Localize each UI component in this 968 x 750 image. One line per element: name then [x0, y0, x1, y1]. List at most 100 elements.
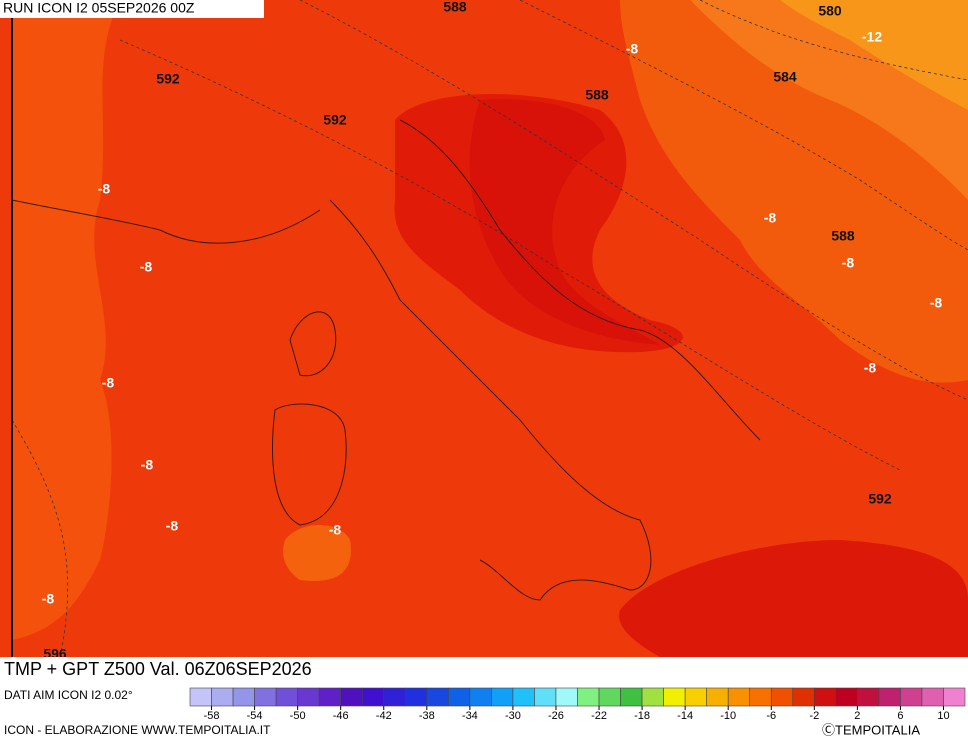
contour-label: -8 [329, 522, 342, 538]
credit-label: ICON - ELABORAZIONE WWW.TEMPOITALIA.IT [4, 723, 271, 737]
colorbar-tick-label: -26 [548, 710, 564, 722]
colorbar-tick-label: -22 [591, 710, 607, 722]
color-swatch [404, 687, 428, 707]
contour-label: -8 [166, 518, 179, 534]
colorbar-tick-label: 10 [937, 710, 949, 722]
colorbar-tick-label: -14 [677, 710, 693, 722]
colorbar-tick-label: -6 [766, 710, 776, 722]
contour-label: 592 [156, 71, 180, 87]
color-swatch [491, 687, 514, 707]
contour-label: 592 [323, 112, 347, 128]
contour-label: -8 [842, 255, 855, 271]
color-swatch [297, 687, 320, 707]
contour-labels: 588 580 -12 -8 592 584 588 592 -8 -8 588 -8 -8 -8 -8 -8… [42, 0, 943, 662]
color-swatch [318, 687, 341, 707]
contour-label: -8 [102, 375, 115, 391]
colorbar-tick-label: 6 [897, 710, 903, 722]
color-swatch [663, 687, 686, 707]
source-label: DATI AIM ICON I2 0.02° [4, 688, 133, 702]
isohypse [519, 0, 968, 251]
coastlines [11, 119, 761, 601]
color-swatch [943, 687, 966, 707]
colorbar-tick-label: -18 [634, 710, 650, 722]
colorbar-tick-label: -38 [419, 710, 435, 722]
map: 588 580 -12 -8 592 584 588 592 -8 -8 588 -8 -8 -8 -8 -8… [0, 0, 968, 662]
warm-region [780, 0, 968, 110]
logo-label: ⒸTEMPOITALIA [822, 722, 920, 737]
color-swatch [555, 687, 578, 707]
contour-label: 588 [831, 228, 855, 244]
contour-label: -8 [42, 591, 55, 607]
coastline [272, 403, 347, 526]
contour-label: -8 [626, 41, 639, 57]
color-swatch [383, 687, 406, 707]
contour-label: 588 [585, 87, 609, 103]
colorbar-tick-label: -10 [720, 710, 736, 722]
run-box [0, 0, 264, 18]
coastline [289, 311, 337, 377]
colorbar-tick-label: -34 [462, 710, 478, 722]
color-swatch [770, 687, 794, 707]
color-swatch [727, 687, 751, 707]
contour-label: -8 [141, 457, 154, 473]
contour-label: -8 [930, 295, 943, 311]
coastline [329, 199, 652, 601]
coastline [399, 119, 761, 441]
color-swatch [598, 687, 621, 707]
colorbar: -58 -54 -50 -46 -42 -38 -34 -30 -26 -22 -18 -14 -10-… [189, 687, 966, 722]
color-swatch [900, 687, 923, 707]
color-swatch [512, 687, 535, 707]
color-swatch [749, 687, 772, 707]
contour-label: 592 [868, 491, 892, 507]
color-swatch [921, 687, 944, 707]
isohypse [699, 0, 968, 81]
contour-label: -12 [862, 29, 882, 45]
map-title: TMP + GPT Z500 Val. 06Z06SEP2026 [4, 659, 312, 679]
color-swatch [814, 687, 837, 707]
warm-region [283, 525, 351, 581]
colorbar-tick-label: -2 [809, 710, 819, 722]
run-label: RUN ICON I2 05SEP2026 00Z [3, 0, 195, 16]
color-swatch [469, 687, 492, 707]
contour-label: -8 [98, 181, 111, 197]
color-swatch [620, 687, 643, 707]
colorbar-tick-label: -46 [333, 710, 349, 722]
colorbar-tick-label: -30 [505, 710, 521, 722]
color-swatch [857, 687, 880, 707]
color-swatch [254, 687, 277, 707]
contour-label: 584 [773, 69, 797, 85]
color-swatch [211, 687, 234, 707]
hot-core [469, 99, 660, 346]
contour-label: -8 [140, 259, 153, 275]
colorbar-tick-label: -42 [376, 710, 392, 722]
hot-region [619, 540, 968, 657]
color-swatch [684, 687, 707, 707]
color-swatch [534, 687, 557, 707]
colorbar-tick-label: -58 [204, 710, 220, 722]
colorbar-tick-label: 2 [854, 710, 860, 722]
color-swatch [448, 687, 471, 707]
colorbar-tick-label: -50 [290, 710, 306, 722]
contour-label: 588 [443, 0, 467, 15]
color-swatch [275, 687, 298, 707]
contour-label: -8 [864, 360, 877, 376]
warm-region [12, 0, 120, 640]
color-swatch [426, 687, 449, 707]
color-swatch [835, 687, 858, 707]
colorbar-tick-label: -54 [247, 710, 263, 722]
color-swatch [792, 687, 815, 707]
isohypses [11, 0, 968, 658]
contour-label: 580 [818, 3, 842, 19]
color-swatch [641, 687, 664, 707]
color-swatch [189, 687, 212, 707]
color-swatch [340, 687, 363, 707]
title-box [0, 657, 413, 684]
color-swatch [706, 687, 729, 707]
color-swatch [577, 687, 600, 707]
isohypse [299, 0, 968, 401]
color-swatch [232, 687, 255, 707]
color-swatch [361, 687, 385, 707]
coastline [11, 199, 321, 244]
